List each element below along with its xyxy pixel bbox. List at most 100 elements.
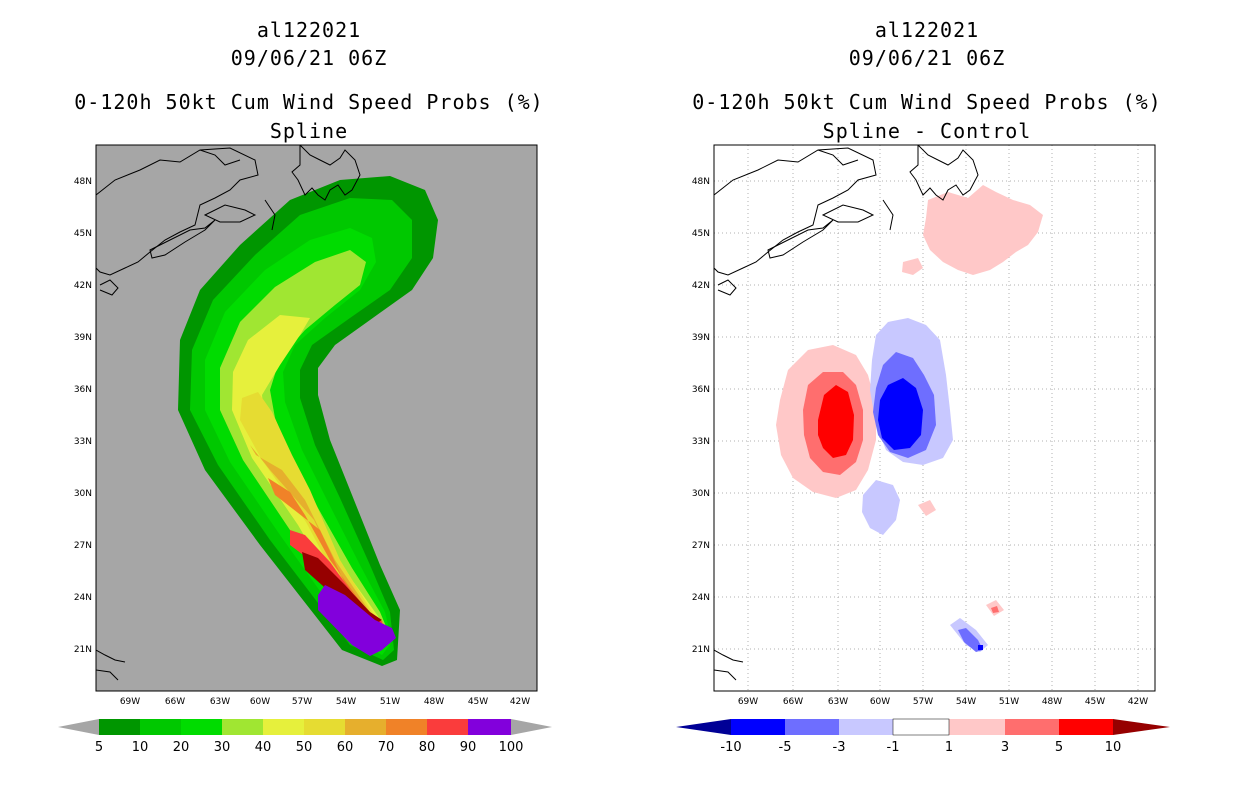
lon-labels: 69W 66W 63W 60W 57W 54W 51W 48W 45W 42W (120, 697, 530, 707)
prob-band-100 (318, 585, 396, 656)
diff-positive-west-10 (818, 385, 854, 458)
lat-label: 45N (74, 229, 92, 239)
lat-label: 24N (692, 593, 710, 603)
prob-band-90 (302, 552, 382, 626)
lon-label: 57W (292, 697, 312, 707)
right-colorbar: -10 -5 -3 -1 1 3 5 10 (676, 718, 1170, 755)
colorbar-swatch (1059, 719, 1113, 735)
coastlines (96, 145, 361, 681)
diff-positive-north-b (902, 258, 923, 275)
colorbar-high-arrow (511, 719, 552, 735)
colorbar-label: 60 (337, 740, 354, 755)
left-colorbar: 5 10 20 30 40 50 60 70 80 90 100 (58, 719, 552, 755)
lat-label: 42N (692, 281, 710, 291)
lat-label: 33N (74, 437, 92, 447)
lat-label: 42N (74, 281, 92, 291)
product-title: 0-120h 50kt Cum Wind Speed Probs (%) (74, 90, 544, 114)
prob-band-60 (250, 445, 385, 636)
right-map-svg: 48N 45N 42N 39N 36N 33N 30N 27N 24N 21N … (676, 144, 1170, 755)
left-map-svg: 48N 45N 42N 39N 36N 33N 30N 27N 24N 21N … (58, 144, 552, 755)
lon-label: 69W (120, 697, 140, 707)
coastlines (714, 145, 979, 681)
lon-label: 54W (336, 697, 356, 707)
colorbar-swatch (731, 719, 785, 735)
lon-label: 48W (1042, 697, 1062, 707)
lon-label: 45W (468, 697, 488, 707)
datetime: 09/06/21 06Z (848, 46, 1006, 70)
colorbar-high-arrow (1113, 719, 1170, 735)
subtitle: Spline - Control (822, 119, 1032, 143)
lat-label: 45N (692, 229, 710, 239)
left-panel: al122021 09/06/21 06Z 0-120h 50kt Cum Wi… (58, 18, 552, 755)
colorbar-swatch (839, 719, 893, 735)
lat-label: 48N (74, 177, 92, 187)
colorbar-label: 10 (1105, 740, 1122, 755)
lat-labels: 48N 45N 42N 39N 36N 33N 30N 27N 24N 21N (692, 177, 710, 655)
lat-label: 27N (692, 541, 710, 551)
lat-label: 24N (74, 593, 92, 603)
colorbar-label: 5 (95, 740, 103, 755)
lon-label: 69W (738, 697, 758, 707)
lon-label: 57W (913, 697, 933, 707)
diff-negative-track-dot (978, 645, 983, 650)
lon-label: 51W (999, 697, 1019, 707)
diff-positive-north (923, 185, 1043, 275)
lon-label: 45W (1085, 697, 1105, 707)
colorbar-label: 30 (214, 740, 231, 755)
colorbar-low-arrow (58, 719, 99, 735)
lon-label: 63W (828, 697, 848, 707)
lat-label: 36N (692, 385, 710, 395)
subtitle: Spline (269, 119, 349, 143)
storm-id: al122021 (256, 18, 362, 42)
colorbar-swatch (181, 719, 222, 735)
colorbar-label: -3 (833, 740, 846, 755)
lon-label: 66W (165, 697, 185, 707)
lon-label: 66W (783, 697, 803, 707)
colorbar-label: 70 (378, 740, 395, 755)
colorbar-label: 10 (132, 740, 149, 755)
colorbar-label: 50 (296, 740, 313, 755)
diff-negative-south (862, 480, 900, 535)
colorbar-swatch (468, 719, 511, 735)
lat-label: 21N (74, 645, 92, 655)
colorbar-label: -10 (720, 740, 741, 755)
colorbar-swatch (222, 719, 263, 735)
lat-label: 27N (74, 541, 92, 551)
product-title: 0-120h 50kt Cum Wind Speed Probs (%) (692, 90, 1162, 114)
lat-label: 39N (692, 333, 710, 343)
lat-label: 39N (74, 333, 92, 343)
colorbar-swatch (99, 719, 140, 735)
lon-label: 60W (870, 697, 890, 707)
lon-label: 60W (250, 697, 270, 707)
colorbar-swatch (893, 719, 949, 735)
map-frame (95, 144, 538, 692)
colorbar-label: 5 (1055, 740, 1063, 755)
colorbar-label: -5 (779, 740, 792, 755)
colorbar-swatch (345, 719, 386, 735)
lon-label: 51W (380, 697, 400, 707)
datetime: 09/06/21 06Z (230, 46, 388, 70)
colorbar-label: 100 (499, 740, 524, 755)
lat-label: 21N (692, 645, 710, 655)
lon-label: 54W (956, 697, 976, 707)
colorbar-swatch (140, 719, 181, 735)
diff-positive-track-core (991, 606, 999, 613)
colorbar-swatch (386, 719, 427, 735)
colorbar-label: 90 (460, 740, 477, 755)
colorbar-swatch (263, 719, 304, 735)
lon-label: 48W (424, 697, 444, 707)
lon-labels: 69W 66W 63W 60W 57W 54W 51W 48W 45W 42W (738, 697, 1148, 707)
colorbar-label: 20 (173, 740, 190, 755)
right-panel: al122021 09/06/21 06Z 0-120h 50kt Cum Wi… (618, 0, 1236, 800)
lon-label: 42W (510, 697, 530, 707)
lat-label: 33N (692, 437, 710, 447)
diff-negative-track-core (958, 628, 983, 652)
colorbar-swatch (949, 719, 1005, 735)
colorbar-label: 1 (945, 740, 953, 755)
colorbar-swatch (1005, 719, 1059, 735)
diff-negative-center-5 (878, 378, 923, 450)
colorbar-swatch (304, 719, 345, 735)
colorbar-label: 3 (1001, 740, 1009, 755)
diff-positive-small (918, 500, 936, 516)
lat-label: 48N (692, 177, 710, 187)
